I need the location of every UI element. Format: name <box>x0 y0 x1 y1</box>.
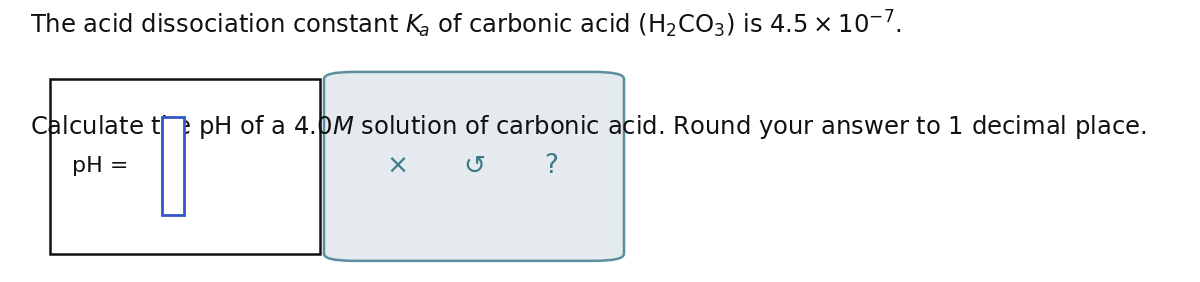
Text: ×: × <box>386 153 408 179</box>
Text: ?: ? <box>544 153 558 179</box>
FancyBboxPatch shape <box>324 72 624 261</box>
Text: Calculate the pH of a $4.0\mathit{M}$ solution of carbonic acid. Round your answ: Calculate the pH of a $4.0\mathit{M}$ so… <box>30 113 1147 141</box>
FancyBboxPatch shape <box>162 117 184 215</box>
Text: The acid dissociation constant $K_{\!\mathit{a}}$ of carbonic acid $\left(\mathr: The acid dissociation constant $K_{\!\ma… <box>30 8 901 40</box>
Text: ↺: ↺ <box>463 153 485 179</box>
FancyBboxPatch shape <box>50 79 320 254</box>
Text: pH =: pH = <box>72 157 136 176</box>
